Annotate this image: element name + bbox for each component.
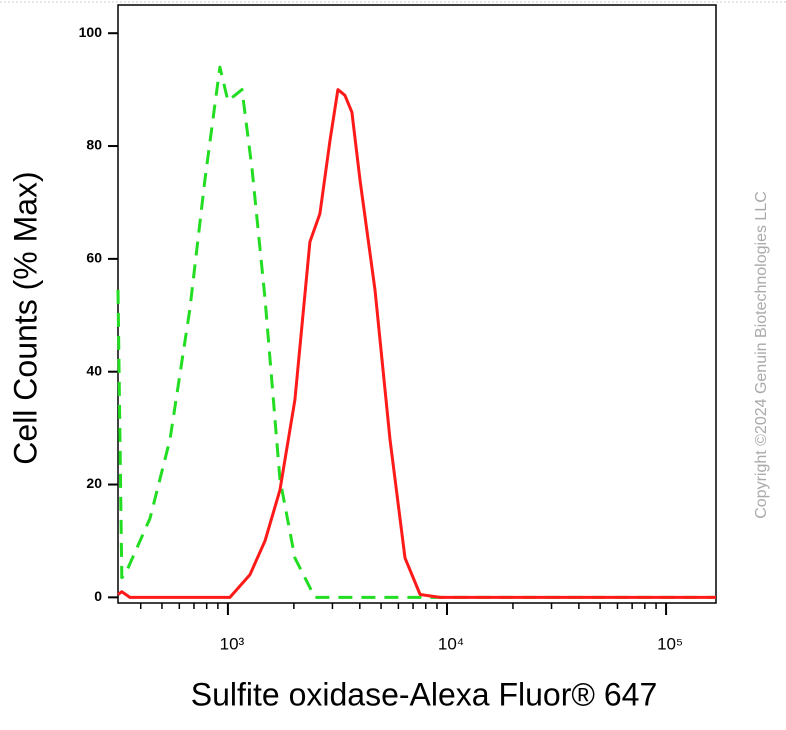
y-tick-label: 40 [86,362,102,378]
x-axis-label: Sulfite oxidase-Alexa Fluor® 647 [191,676,657,712]
x-tick-label: 10⁵ [657,634,683,653]
y-tick-label: 0 [94,588,102,604]
y-tick-label: 20 [86,475,102,491]
y-axis-label: Cell Counts (% Max) [7,171,43,464]
y-tick-label: 60 [86,250,102,266]
copyright: Copyright ©2024 Genuin Biotechnologies L… [753,191,770,519]
x-tick-label: 10³ [220,634,245,653]
y-tick-label: 100 [79,24,103,40]
histogram-line [117,88,716,599]
x-tick-label: 10⁴ [438,634,464,653]
histogram-line [116,65,716,599]
plot-frame [117,4,717,604]
y-tick-label: 80 [86,137,102,153]
